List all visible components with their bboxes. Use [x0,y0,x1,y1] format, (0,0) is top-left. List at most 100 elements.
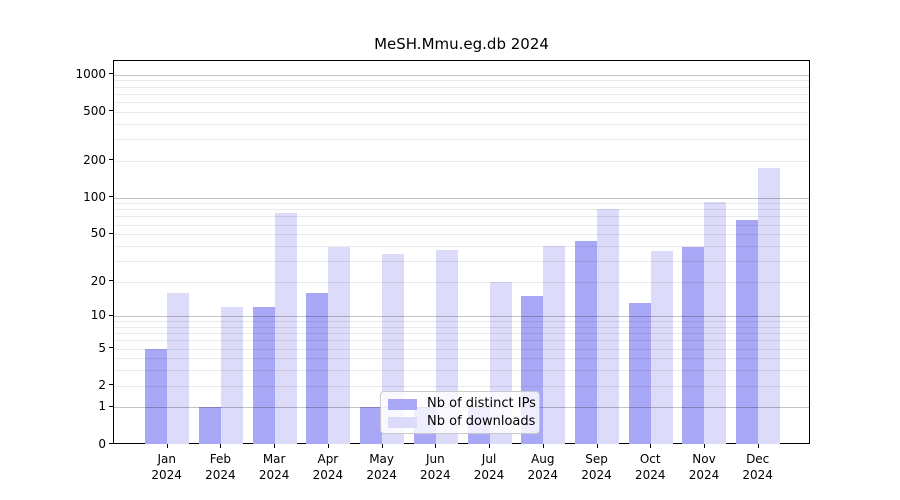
gridline-minor [114,224,809,226]
y-axis-tick-label: 5 [98,340,106,355]
y-axis-tick-label: 1000 [75,66,106,81]
x-axis-tick [274,443,276,448]
x-axis-label-line: 2024 [420,468,451,482]
gridline-minor [114,358,809,360]
gridline-minor [114,102,809,104]
x-axis-label-line: Sep [585,452,608,466]
x-axis-label-line: 2024 [205,468,236,482]
bar-feb-ips [198,407,221,445]
y-axis-tick [109,443,113,444]
bar-dec-ips [736,219,759,445]
gridline-minor [114,245,809,247]
bar-oct-downloads [650,251,673,445]
y-axis-tick [109,196,113,198]
y-axis-tick [109,280,113,282]
gridline-minor [114,321,809,323]
bar-sep-ips [575,240,598,445]
x-axis-month-label: May 2024 [352,451,412,483]
x-axis-label-line: 2024 [742,468,773,482]
x-axis-month-label: Feb 2024 [190,451,250,483]
bar-jan-ips [145,348,168,445]
bar-feb-downloads [220,307,243,445]
gridline-minor [114,93,809,95]
x-axis-month-label: Jun 2024 [405,451,465,483]
y-axis-tick [109,314,113,316]
legend-entry: Nb of downloads [381,413,539,431]
x-axis-month-label: Jul 2024 [459,451,519,483]
x-axis-month-label: Apr 2024 [298,451,358,483]
x-axis-label-line: 2024 [581,468,612,482]
gridline-minor [114,209,809,211]
y-axis-tick-label: 2 [98,377,106,392]
gridline-major [114,316,809,318]
bar-mar-downloads [274,213,297,445]
x-axis-tick [327,443,329,448]
x-axis-month-label: Oct 2024 [620,451,680,483]
bar-nov-ips [682,247,705,445]
chart-title: MeSH.Mmu.eg.db 2024 [374,35,549,53]
y-axis-tick-label: 500 [83,103,106,118]
x-axis-label-line: Jun [425,452,445,466]
bar-apr-downloads [328,247,351,445]
gridline-minor [114,370,809,372]
bar-mar-ips [252,307,275,445]
x-axis-label-line: Jul [481,452,497,466]
bar-oct-ips [628,303,651,445]
bar-may-ips [360,407,383,445]
x-axis-month-label: Dec 2024 [728,451,788,483]
gridline-minor [114,340,809,342]
x-axis-label-line: 2024 [151,468,182,482]
x-axis-label-line: 2024 [688,468,720,482]
legend-swatch [388,399,417,410]
legend-swatch [388,417,417,428]
x-axis-label-line: Aug [531,452,555,466]
gridline-minor [114,216,809,218]
gridline-minor [114,203,809,205]
x-axis-tick [703,443,705,448]
gridline-minor [114,139,809,141]
y-axis-tick-label: 100 [83,189,106,204]
x-axis-tick [542,443,544,448]
bar-apr-ips [306,292,329,445]
gridline-minor [114,281,809,283]
legend-label: Nb of distinct IPs [427,396,536,411]
y-axis-tick [109,405,113,407]
legend: Nb of distinct IPs Nb of downloads [380,391,540,434]
x-axis-label-line: Feb [209,452,232,466]
y-axis-tick-label: 20 [90,273,106,288]
x-axis-label-line: 2024 [634,468,666,482]
legend-label: Nb of downloads [427,414,536,429]
y-axis-tick-label: 0 [98,436,106,451]
x-axis-month-label: Mar 2024 [244,451,304,483]
gridline-minor [114,123,809,125]
x-axis-tick [220,443,222,448]
y-axis-tick [109,73,113,75]
y-axis-tick-label: 200 [83,152,106,167]
x-axis-label-line: Oct [639,452,661,466]
plot-area [113,60,810,445]
gridline-minor [114,86,809,88]
y-axis-tick [109,384,113,386]
x-axis-month-label: Nov 2024 [674,451,734,483]
x-axis-label-line: Apr [317,452,339,466]
bar-sep-downloads [597,209,620,445]
x-axis-label-line: 2024 [258,468,290,482]
x-axis-label-line: 2024 [527,468,559,482]
x-axis-label-line: Dec [746,452,770,466]
y-axis-tick [109,159,113,161]
x-axis-label-line: Jan [157,452,176,466]
x-axis-month-label: Jan 2024 [137,451,197,483]
gridline-minor [114,385,809,387]
x-axis-tick [596,443,598,448]
x-axis-tick [166,443,168,448]
gridline-major [114,74,809,76]
bar-dec-downloads [758,168,781,445]
x-axis-label-line: Nov [692,452,716,466]
bar-jan-downloads [167,292,190,445]
x-axis-tick [435,443,437,448]
gridline-minor [114,260,809,262]
x-axis-label-line: 2024 [312,468,344,482]
y-axis-tick [109,347,113,349]
x-axis-label-line: 2024 [473,468,505,482]
